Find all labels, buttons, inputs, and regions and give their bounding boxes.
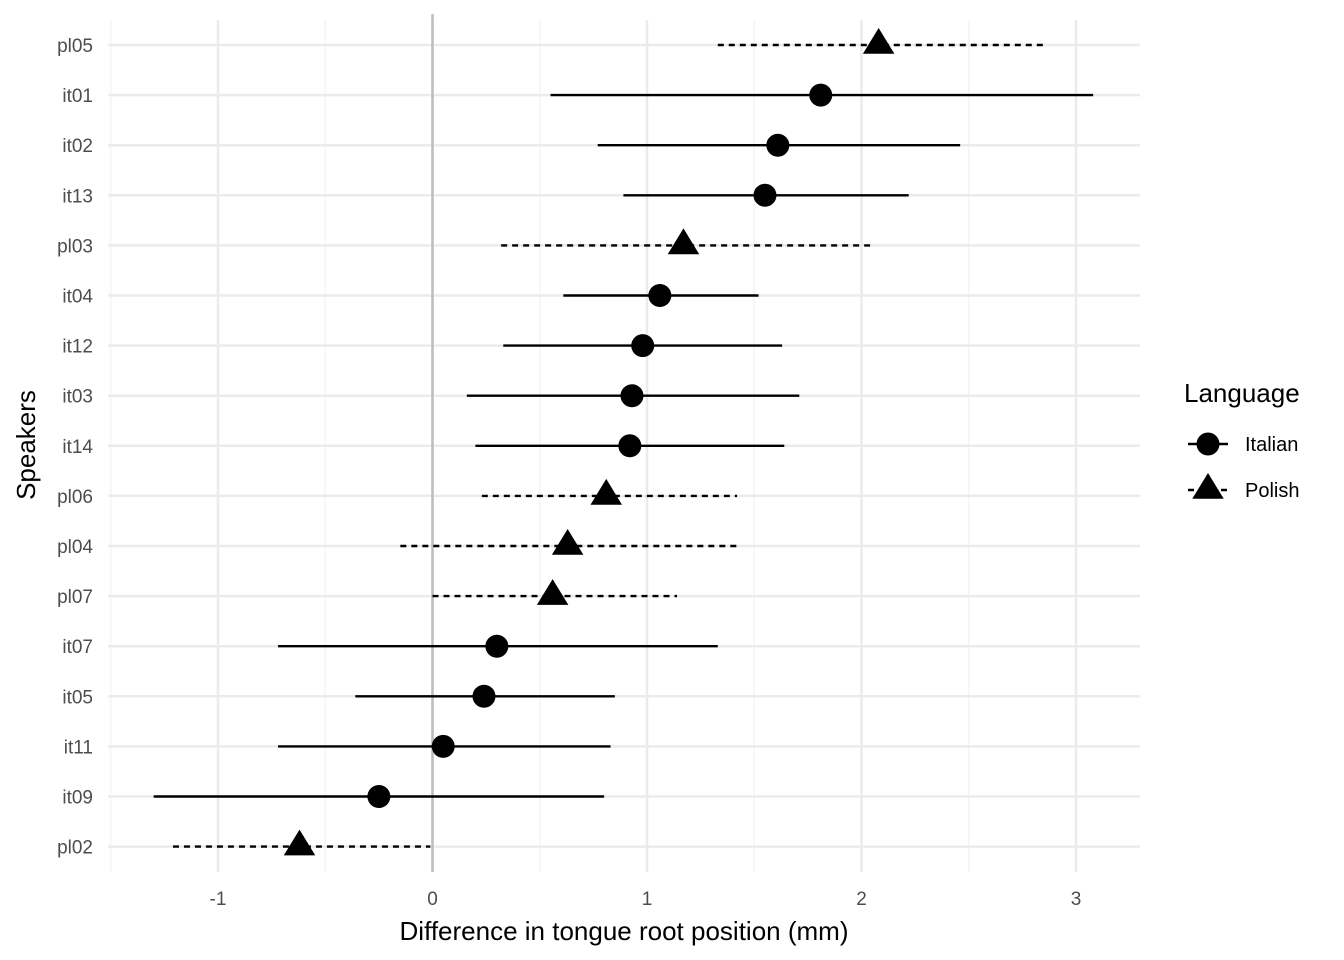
y-tick-label: it14 — [62, 437, 93, 458]
y-tick-label: pl05 — [57, 36, 93, 57]
x-tick-label: 2 — [856, 889, 867, 910]
legend-label: Italian — [1245, 434, 1298, 456]
y-axis-title: Speakers — [11, 390, 41, 500]
y-tick-label: it09 — [62, 788, 93, 809]
x-tick-label: 3 — [1071, 889, 1082, 910]
point-it11 — [431, 734, 455, 758]
y-tick-label: it02 — [62, 136, 93, 157]
y-tick-label: pl07 — [57, 587, 93, 608]
y-tick-label: it03 — [62, 387, 93, 408]
point-pl04 — [551, 529, 584, 555]
x-tick-label: 1 — [642, 889, 653, 910]
point-it05 — [472, 684, 496, 708]
y-tick-label: pl04 — [57, 537, 93, 558]
point-it04 — [648, 284, 672, 307]
legend-entry: Polish — [1188, 473, 1299, 502]
point-it13 — [753, 183, 777, 207]
x-axis-title: Difference in tongue root position (mm) — [400, 916, 849, 946]
y-tick-labels: pl05 it01 it02 it13 pl03 it04 it12 it03 it14 pl06… — [57, 36, 93, 859]
point-it07 — [485, 634, 509, 658]
y-tick-label: it04 — [62, 287, 93, 308]
legend-entries: Italian Polish — [1188, 432, 1299, 502]
y-tick-label: pl03 — [57, 236, 93, 257]
legend-key-triangle — [1192, 473, 1224, 499]
point-it09 — [367, 785, 391, 808]
point-it12 — [631, 334, 655, 358]
legend: Language Italian Polish — [1184, 378, 1300, 502]
point-it14 — [618, 434, 642, 458]
y-tick-label: it01 — [62, 86, 93, 107]
y-tick-label: it13 — [62, 186, 93, 207]
legend-title: Language — [1184, 378, 1300, 408]
point-it03 — [620, 384, 644, 408]
point-it02 — [766, 133, 790, 157]
y-tick-label: it11 — [64, 737, 93, 758]
y-tick-label: it05 — [62, 687, 93, 708]
legend-label: Polish — [1245, 480, 1299, 502]
x-tick-label: 0 — [427, 889, 438, 910]
point-it01 — [809, 83, 833, 107]
point-pl07 — [536, 579, 569, 605]
legend-key-circle — [1196, 432, 1220, 456]
point-pl03 — [667, 228, 700, 255]
x-tick-labels: -1 0 1 2 3 — [210, 889, 1082, 910]
y-tick-label: pl02 — [57, 838, 93, 859]
y-tick-label: it12 — [62, 337, 93, 358]
x-tick-label: -1 — [210, 889, 227, 910]
point-pl02 — [283, 829, 316, 856]
point-pl06 — [590, 478, 622, 505]
y-tick-label: pl06 — [57, 487, 93, 508]
legend-entry: Italian — [1188, 432, 1298, 456]
y-tick-label: it07 — [62, 637, 93, 658]
point-layer — [283, 28, 895, 856]
point-pl05 — [862, 28, 895, 54]
